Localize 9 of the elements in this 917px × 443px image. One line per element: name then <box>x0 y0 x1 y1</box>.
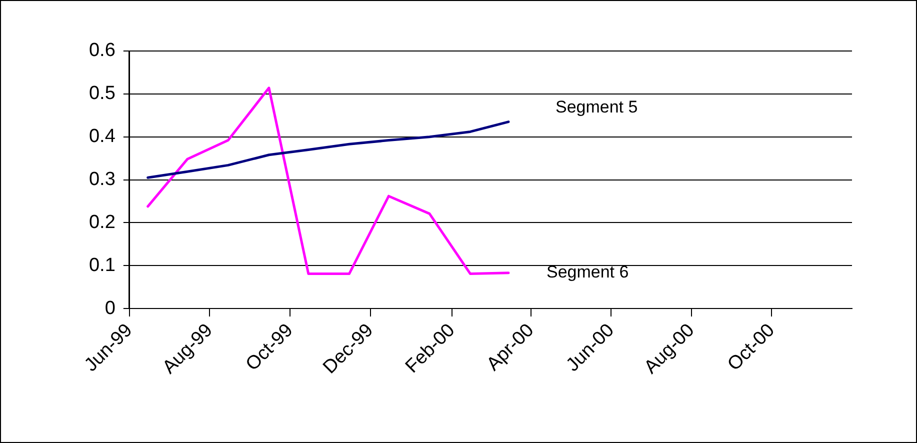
text: Segment 5 <box>555 98 638 117</box>
y-tick-label: 0.2 <box>88 212 116 233</box>
y-tick-label: 0.4 <box>88 126 116 148</box>
y-tick-label: 0 <box>104 298 116 319</box>
text: Segment 6 <box>546 262 629 282</box>
y-tick-label: 0.5 <box>88 83 116 104</box>
y-tick-label: 0.6 <box>88 40 116 62</box>
y-tick-label: 0.1 <box>88 254 116 276</box>
y-tick-label: 0.3 <box>88 169 116 190</box>
